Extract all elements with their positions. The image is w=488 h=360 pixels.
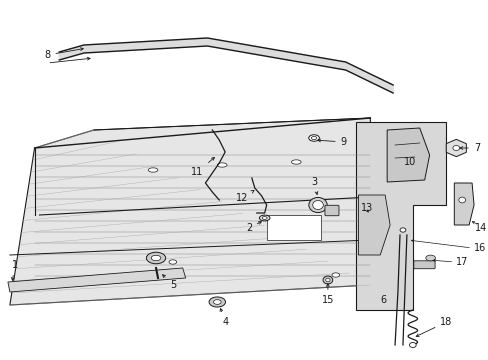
- Text: 9: 9: [317, 137, 346, 147]
- Text: 15: 15: [321, 284, 333, 305]
- Ellipse shape: [308, 135, 319, 141]
- Polygon shape: [207, 38, 345, 70]
- Text: 2: 2: [245, 222, 261, 233]
- Polygon shape: [345, 62, 392, 93]
- Polygon shape: [8, 268, 185, 292]
- Text: 8: 8: [44, 48, 83, 60]
- Ellipse shape: [308, 197, 326, 212]
- Ellipse shape: [323, 276, 332, 284]
- Polygon shape: [453, 183, 473, 225]
- Ellipse shape: [408, 342, 415, 347]
- Ellipse shape: [148, 168, 158, 172]
- Polygon shape: [10, 118, 369, 305]
- Ellipse shape: [452, 145, 459, 150]
- Text: 5: 5: [163, 275, 176, 290]
- Ellipse shape: [311, 136, 316, 140]
- Ellipse shape: [213, 300, 221, 304]
- Polygon shape: [84, 38, 207, 53]
- Text: 17: 17: [455, 257, 468, 267]
- Ellipse shape: [146, 252, 165, 264]
- Ellipse shape: [151, 255, 161, 261]
- Ellipse shape: [458, 197, 465, 203]
- Ellipse shape: [262, 217, 266, 220]
- Ellipse shape: [399, 228, 405, 232]
- Ellipse shape: [291, 160, 301, 164]
- Text: 13: 13: [361, 203, 373, 213]
- Text: 18: 18: [415, 317, 451, 337]
- Ellipse shape: [325, 278, 329, 282]
- Text: 3: 3: [310, 177, 317, 194]
- Polygon shape: [266, 215, 320, 240]
- Ellipse shape: [425, 255, 434, 261]
- Text: 16: 16: [473, 243, 486, 253]
- Text: 11: 11: [191, 157, 214, 177]
- FancyBboxPatch shape: [413, 261, 434, 269]
- Text: 10: 10: [403, 157, 415, 167]
- Text: 14: 14: [474, 223, 487, 233]
- Polygon shape: [386, 128, 429, 182]
- Ellipse shape: [217, 163, 226, 167]
- Ellipse shape: [259, 215, 269, 221]
- Ellipse shape: [331, 273, 339, 277]
- FancyBboxPatch shape: [325, 205, 338, 216]
- Polygon shape: [355, 122, 446, 310]
- Polygon shape: [358, 195, 389, 255]
- Text: 7: 7: [459, 143, 479, 153]
- Text: 6: 6: [379, 295, 386, 305]
- Polygon shape: [59, 45, 84, 60]
- Text: 12: 12: [235, 190, 253, 203]
- Ellipse shape: [312, 201, 323, 210]
- Text: 1: 1: [11, 260, 18, 280]
- Text: 4: 4: [220, 309, 228, 327]
- Ellipse shape: [209, 297, 225, 307]
- Ellipse shape: [169, 260, 176, 264]
